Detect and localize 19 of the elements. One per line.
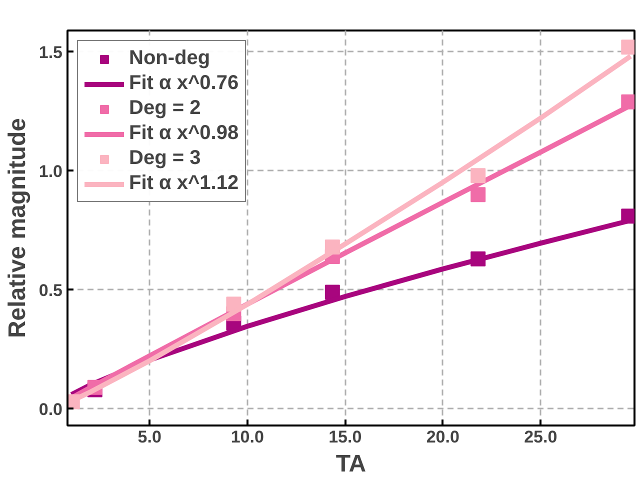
legend-label: Fit α x^0.76: [129, 72, 239, 95]
y-tick-label: 0.0: [38, 400, 63, 419]
point: [470, 187, 486, 202]
x-tick-label: 25.0: [524, 428, 558, 446]
y-axis-title: Relative magnitude: [4, 118, 31, 338]
legend-label: Deg = 3: [129, 147, 201, 170]
legend-label: Non-deg: [129, 47, 210, 70]
y-tick-label: 0.5: [38, 280, 63, 300]
legend-label: Fit α x^1.12: [129, 172, 239, 195]
x-axis-title: TA: [336, 450, 366, 478]
x-tick-label: 20.0: [426, 428, 460, 446]
point: [470, 168, 486, 184]
x-tick-label: 15.0: [328, 428, 362, 446]
x-tick-label: 5.0: [138, 428, 162, 446]
legend-label: Fit α x^0.98: [129, 122, 239, 145]
legend-label: Deg = 2: [129, 97, 201, 120]
y-tick-label: 1.5: [38, 42, 63, 62]
y-tick-label: 1.0: [38, 162, 63, 181]
x-tick-label: 10.0: [230, 428, 264, 446]
